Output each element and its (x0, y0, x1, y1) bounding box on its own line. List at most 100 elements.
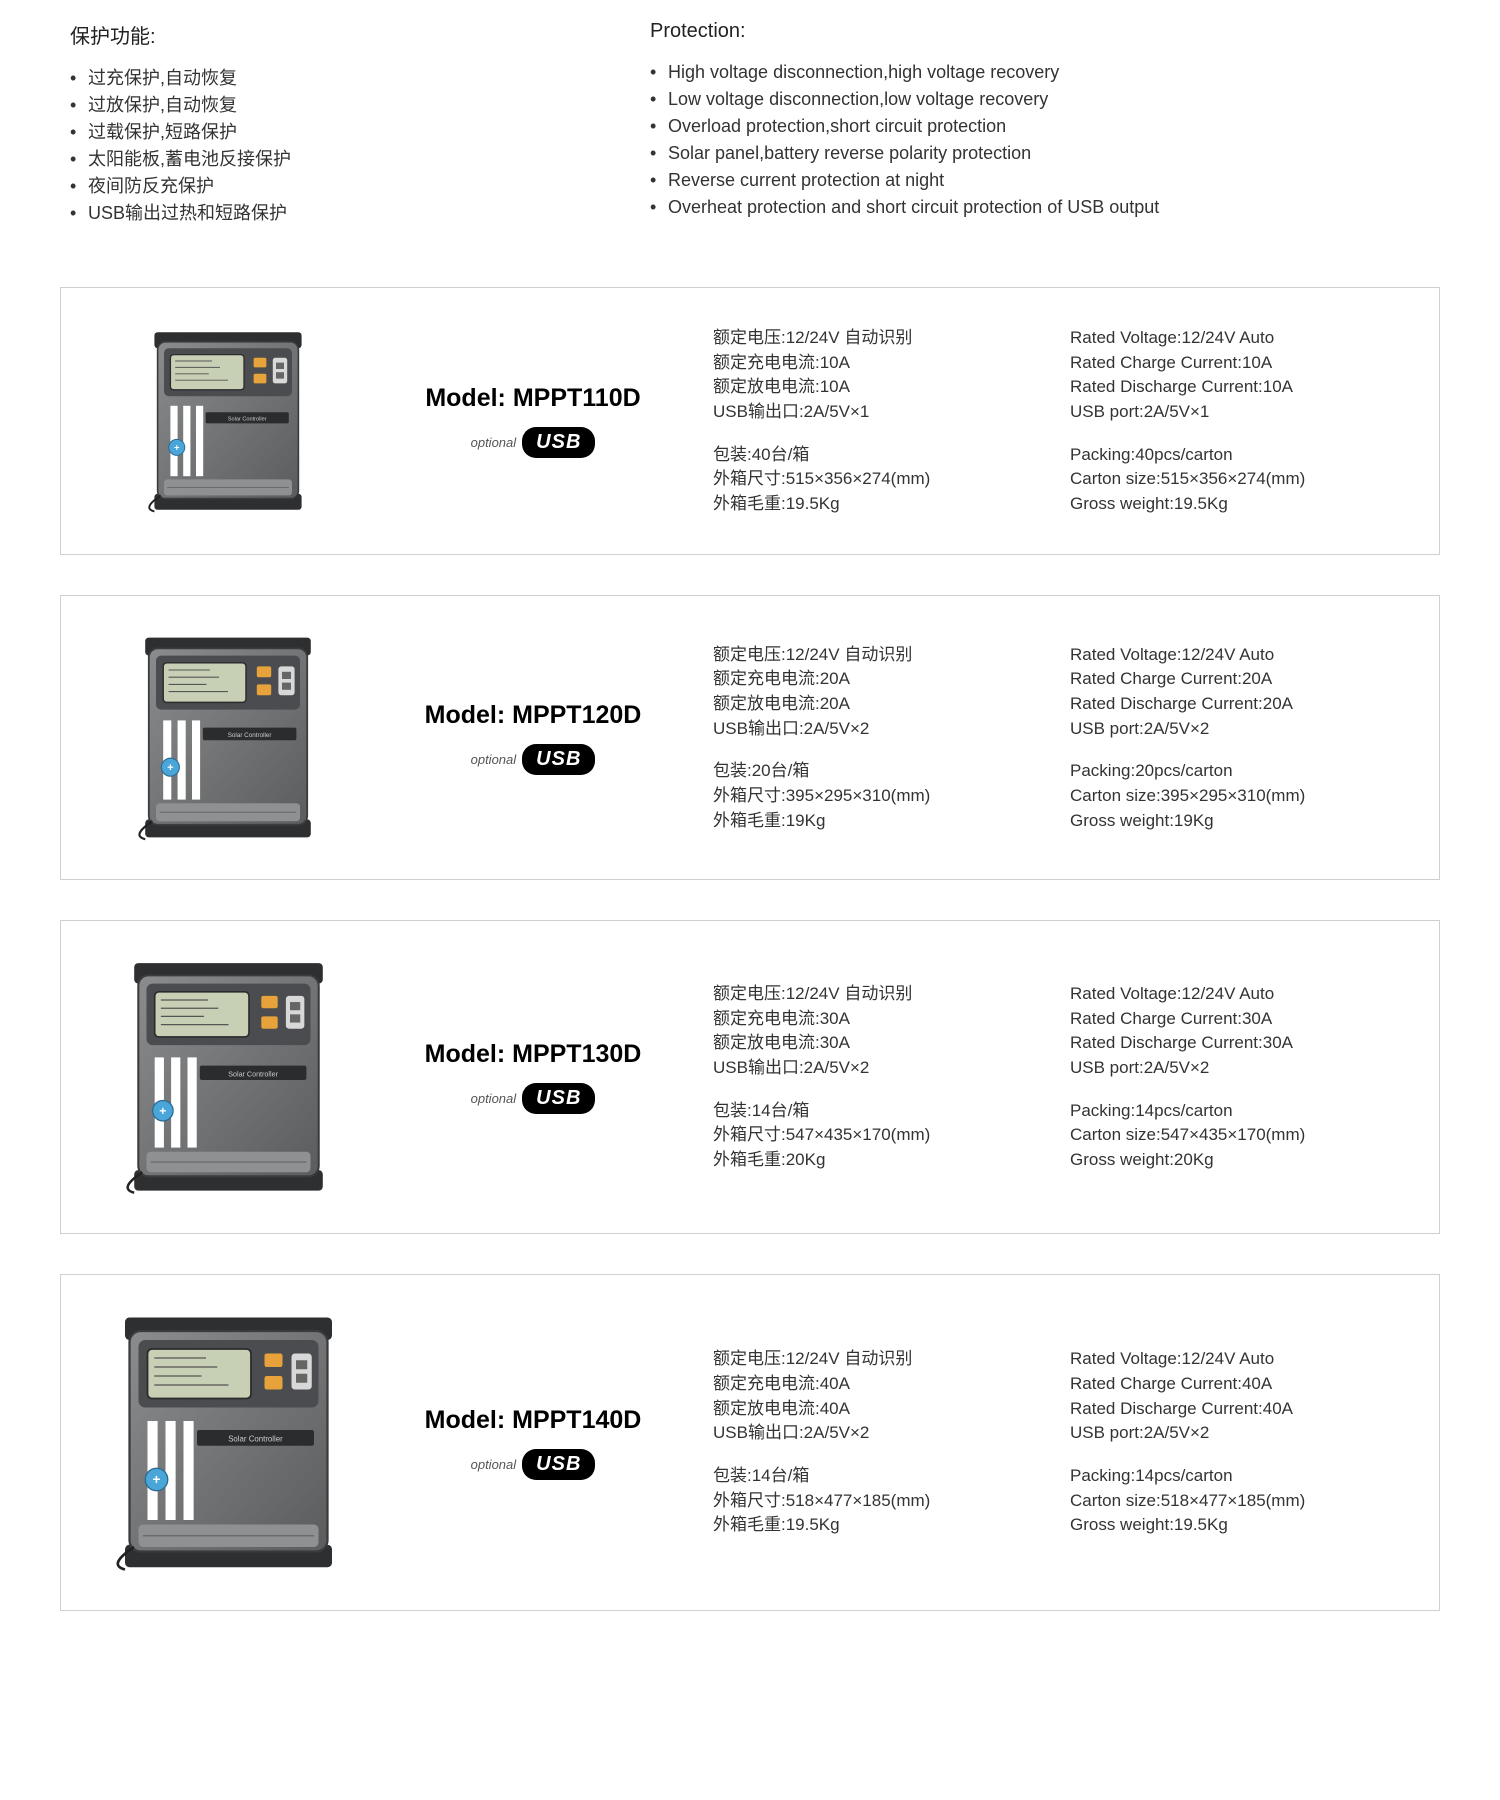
specs-group: 包装:14台/箱外箱尺寸:518×477×185(mm)外箱毛重:19.5Kg (713, 1464, 1040, 1538)
products-container: Solar Controller + Model: MPPT110D optio… (60, 287, 1440, 1611)
spec-line-cn: 额定电压:12/24V 自动识别 (713, 1347, 1040, 1372)
spec-line-en: Rated Voltage:12/24V Auto (1070, 1347, 1397, 1372)
product-model-col: Model: MPPT110D optional USB (383, 384, 683, 458)
protection-item: 过放保护,自动恢复 (88, 92, 590, 119)
spec-line-en: Gross weight:19.5Kg (1070, 492, 1397, 517)
product-model-col: Model: MPPT120D optional USB (383, 701, 683, 775)
specs-col-cn: 额定电压:12/24V 自动识别额定充电电流:20A额定放电电流:20AUSB输… (713, 643, 1040, 833)
spec-line-en: Packing:40pcs/carton (1070, 443, 1397, 468)
svg-text:Solar Controller: Solar Controller (228, 1435, 283, 1444)
usb-optional-label: optional (471, 435, 517, 450)
protection-list-en: High voltage disconnection,high voltage … (650, 59, 1430, 221)
protection-item: Overload protection,short circuit protec… (668, 113, 1430, 140)
spec-line-cn: 额定放电电流:20A (713, 692, 1040, 717)
spec-line-cn: 额定充电电流:20A (713, 667, 1040, 692)
spec-line-en: Rated Discharge Current:30A (1070, 1031, 1397, 1056)
protection-item: 夜间防反充保护 (88, 173, 590, 200)
spec-line-cn: 额定电压:12/24V 自动识别 (713, 982, 1040, 1007)
specs-group: 包装:40台/箱外箱尺寸:515×356×274(mm)外箱毛重:19.5Kg (713, 443, 1040, 517)
usb-optional-label: optional (471, 752, 517, 767)
specs-group: 额定电压:12/24V 自动识别额定充电电流:40A额定放电电流:40AUSB输… (713, 1347, 1040, 1446)
protection-item: Overheat protection and short circuit pr… (668, 194, 1430, 221)
spec-line-cn: 外箱尺寸:395×295×310(mm) (713, 784, 1040, 809)
spec-line-cn: 外箱尺寸:518×477×185(mm) (713, 1489, 1040, 1514)
product-image: Solar Controller + (103, 959, 353, 1195)
usb-badge: optional USB (471, 1449, 596, 1480)
usb-badge: optional USB (471, 744, 596, 775)
spec-line-en: Packing:20pcs/carton (1070, 759, 1397, 784)
specs-group: Rated Voltage:12/24V AutoRated Charge Cu… (1070, 1347, 1397, 1446)
svg-text:Solar Controller: Solar Controller (228, 417, 267, 423)
specs-group: Rated Voltage:12/24V AutoRated Charge Cu… (1070, 982, 1397, 1081)
usb-icon: USB (522, 744, 595, 775)
protection-col-cn: 保护功能: 过充保护,自动恢复 过放保护,自动恢复 过载保护,短路保护 太阳能板… (70, 20, 590, 227)
product-image: Solar Controller + (103, 1313, 353, 1572)
product-model: Model: MPPT110D (383, 384, 683, 413)
specs-col-en: Rated Voltage:12/24V AutoRated Charge Cu… (1070, 643, 1397, 833)
protection-item: 过充保护,自动恢复 (88, 65, 590, 92)
specs-col-en: Rated Voltage:12/24V AutoRated Charge Cu… (1070, 326, 1397, 516)
spec-line-en: Carton size:518×477×185(mm) (1070, 1489, 1397, 1514)
svg-text:+: + (174, 443, 180, 454)
device-icon: Solar Controller + (126, 959, 331, 1195)
svg-text:Solar Controller: Solar Controller (228, 1071, 278, 1079)
svg-text:+: + (152, 1472, 160, 1487)
spec-line-cn: 外箱毛重:19Kg (713, 809, 1040, 834)
spec-line-en: Carton size:395×295×310(mm) (1070, 784, 1397, 809)
product-model: Model: MPPT120D (383, 701, 683, 730)
specs-group: 额定电压:12/24V 自动识别额定充电电流:10A额定放电电流:10AUSB输… (713, 326, 1040, 425)
product-model-col: Model: MPPT130D optional USB (383, 1040, 683, 1114)
product-model: Model: MPPT130D (383, 1040, 683, 1069)
spec-line-en: USB port:2A/5V×2 (1070, 1421, 1397, 1446)
protection-item: High voltage disconnection,high voltage … (668, 59, 1430, 86)
spec-line-en: Carton size:515×356×274(mm) (1070, 467, 1397, 492)
spec-line-en: Carton size:547×435×170(mm) (1070, 1123, 1397, 1148)
spec-line-cn: 外箱毛重:20Kg (713, 1148, 1040, 1173)
spec-line-cn: 额定放电电流:40A (713, 1397, 1040, 1422)
specs-group: 包装:20台/箱外箱尺寸:395×295×310(mm)外箱毛重:19Kg (713, 759, 1040, 833)
spec-line-en: Rated Charge Current:40A (1070, 1372, 1397, 1397)
usb-icon: USB (522, 427, 595, 458)
svg-text:+: + (167, 762, 173, 774)
spec-line-en: USB port:2A/5V×2 (1070, 1056, 1397, 1081)
product-image: Solar Controller + (103, 329, 353, 513)
spec-line-cn: 额定电压:12/24V 自动识别 (713, 326, 1040, 351)
spec-line-cn: 额定电压:12/24V 自动识别 (713, 643, 1040, 668)
protection-item: Reverse current protection at night (668, 167, 1430, 194)
protection-item: 过载保护,短路保护 (88, 119, 590, 146)
svg-text:+: + (159, 1104, 166, 1118)
protection-item: 太阳能板,蓄电池反接保护 (88, 146, 590, 173)
spec-line-cn: 外箱尺寸:515×356×274(mm) (713, 467, 1040, 492)
spec-line-cn: 额定充电电流:40A (713, 1372, 1040, 1397)
spec-line-en: Rated Charge Current:20A (1070, 667, 1397, 692)
protection-title-cn: 保护功能: (70, 20, 590, 49)
spec-line-cn: 包装:14台/箱 (713, 1099, 1040, 1124)
usb-optional-label: optional (471, 1457, 517, 1472)
product-card: Solar Controller + Model: MPPT130D optio… (60, 920, 1440, 1234)
spec-line-en: Gross weight:19Kg (1070, 809, 1397, 834)
protection-item: Solar panel,battery reverse polarity pro… (668, 140, 1430, 167)
spec-line-en: Rated Voltage:12/24V Auto (1070, 982, 1397, 1007)
spec-line-en: Rated Charge Current:10A (1070, 351, 1397, 376)
spec-line-en: Rated Voltage:12/24V Auto (1070, 643, 1397, 668)
specs-col-cn: 额定电压:12/24V 自动识别额定充电电流:10A额定放电电流:10AUSB输… (713, 326, 1040, 516)
spec-line-en: Gross weight:19.5Kg (1070, 1513, 1397, 1538)
spec-line-cn: 额定充电电流:10A (713, 351, 1040, 376)
product-image: Solar Controller + (103, 634, 353, 841)
spec-line-en: Rated Discharge Current:10A (1070, 375, 1397, 400)
specs-col-cn: 额定电压:12/24V 自动识别额定充电电流:30A额定放电电流:30AUSB输… (713, 982, 1040, 1172)
spec-line-en: Rated Charge Current:30A (1070, 1007, 1397, 1032)
spec-line-cn: 外箱毛重:19.5Kg (713, 1513, 1040, 1538)
usb-badge: optional USB (471, 1083, 596, 1114)
spec-line-en: Packing:14pcs/carton (1070, 1099, 1397, 1124)
usb-icon: USB (522, 1083, 595, 1114)
spec-line-cn: USB输出口:2A/5V×2 (713, 717, 1040, 742)
device-icon: Solar Controller + (116, 1313, 341, 1572)
protection-title-en: Protection: (650, 20, 1430, 43)
product-model: Model: MPPT140D (383, 1406, 683, 1435)
spec-line-cn: USB输出口:2A/5V×2 (713, 1421, 1040, 1446)
spec-line-en: Gross weight:20Kg (1070, 1148, 1397, 1173)
specs-group: Rated Voltage:12/24V AutoRated Charge Cu… (1070, 326, 1397, 425)
specs-group: 包装:14台/箱外箱尺寸:547×435×170(mm)外箱毛重:20Kg (713, 1099, 1040, 1173)
specs-col-en: Rated Voltage:12/24V AutoRated Charge Cu… (1070, 982, 1397, 1172)
